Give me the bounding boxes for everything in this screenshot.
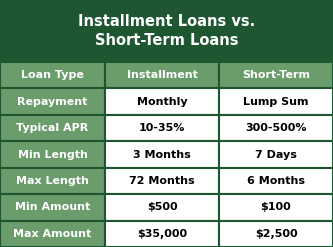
Text: Min Length: Min Length [18,149,87,160]
Bar [105,88,219,115]
Text: Max Length: Max Length [16,176,89,186]
Bar [0,88,105,115]
Text: $35,000: $35,000 [137,229,187,239]
Bar [0,115,105,141]
Bar [0,221,105,247]
Text: Loan Type: Loan Type [21,70,84,80]
Bar [219,194,333,221]
Bar [219,62,333,88]
Text: $500: $500 [147,202,177,212]
Text: $100: $100 [261,202,291,212]
Text: Short-Term: Short-Term [242,70,310,80]
Text: Installment: Installment [127,70,197,80]
Text: Min Amount: Min Amount [15,202,90,212]
Text: 6 Months: 6 Months [247,176,305,186]
Bar [105,115,219,141]
Text: 10-35%: 10-35% [139,123,185,133]
Bar [105,194,219,221]
Text: 7 Days: 7 Days [255,149,297,160]
Text: Max Amount: Max Amount [13,229,92,239]
Text: Typical APR: Typical APR [16,123,89,133]
Text: Monthly: Monthly [137,97,187,107]
Bar [0,141,105,168]
Bar [0,62,105,88]
Bar [105,62,219,88]
Bar [219,168,333,194]
Bar [105,221,219,247]
Text: Repayment: Repayment [17,97,88,107]
Text: 72 Months: 72 Months [129,176,195,186]
Bar [219,221,333,247]
Bar [105,168,219,194]
Bar [219,115,333,141]
Text: 3 Months: 3 Months [133,149,191,160]
Bar [0,168,105,194]
Bar [219,88,333,115]
Text: Lump Sum: Lump Sum [243,97,309,107]
Bar [105,141,219,168]
Bar [0,0,333,62]
Bar [0,194,105,221]
Text: $2,500: $2,500 [255,229,297,239]
Bar [219,141,333,168]
Text: Installment Loans vs.
Short-Term Loans: Installment Loans vs. Short-Term Loans [78,14,255,48]
Text: 300-500%: 300-500% [245,123,307,133]
